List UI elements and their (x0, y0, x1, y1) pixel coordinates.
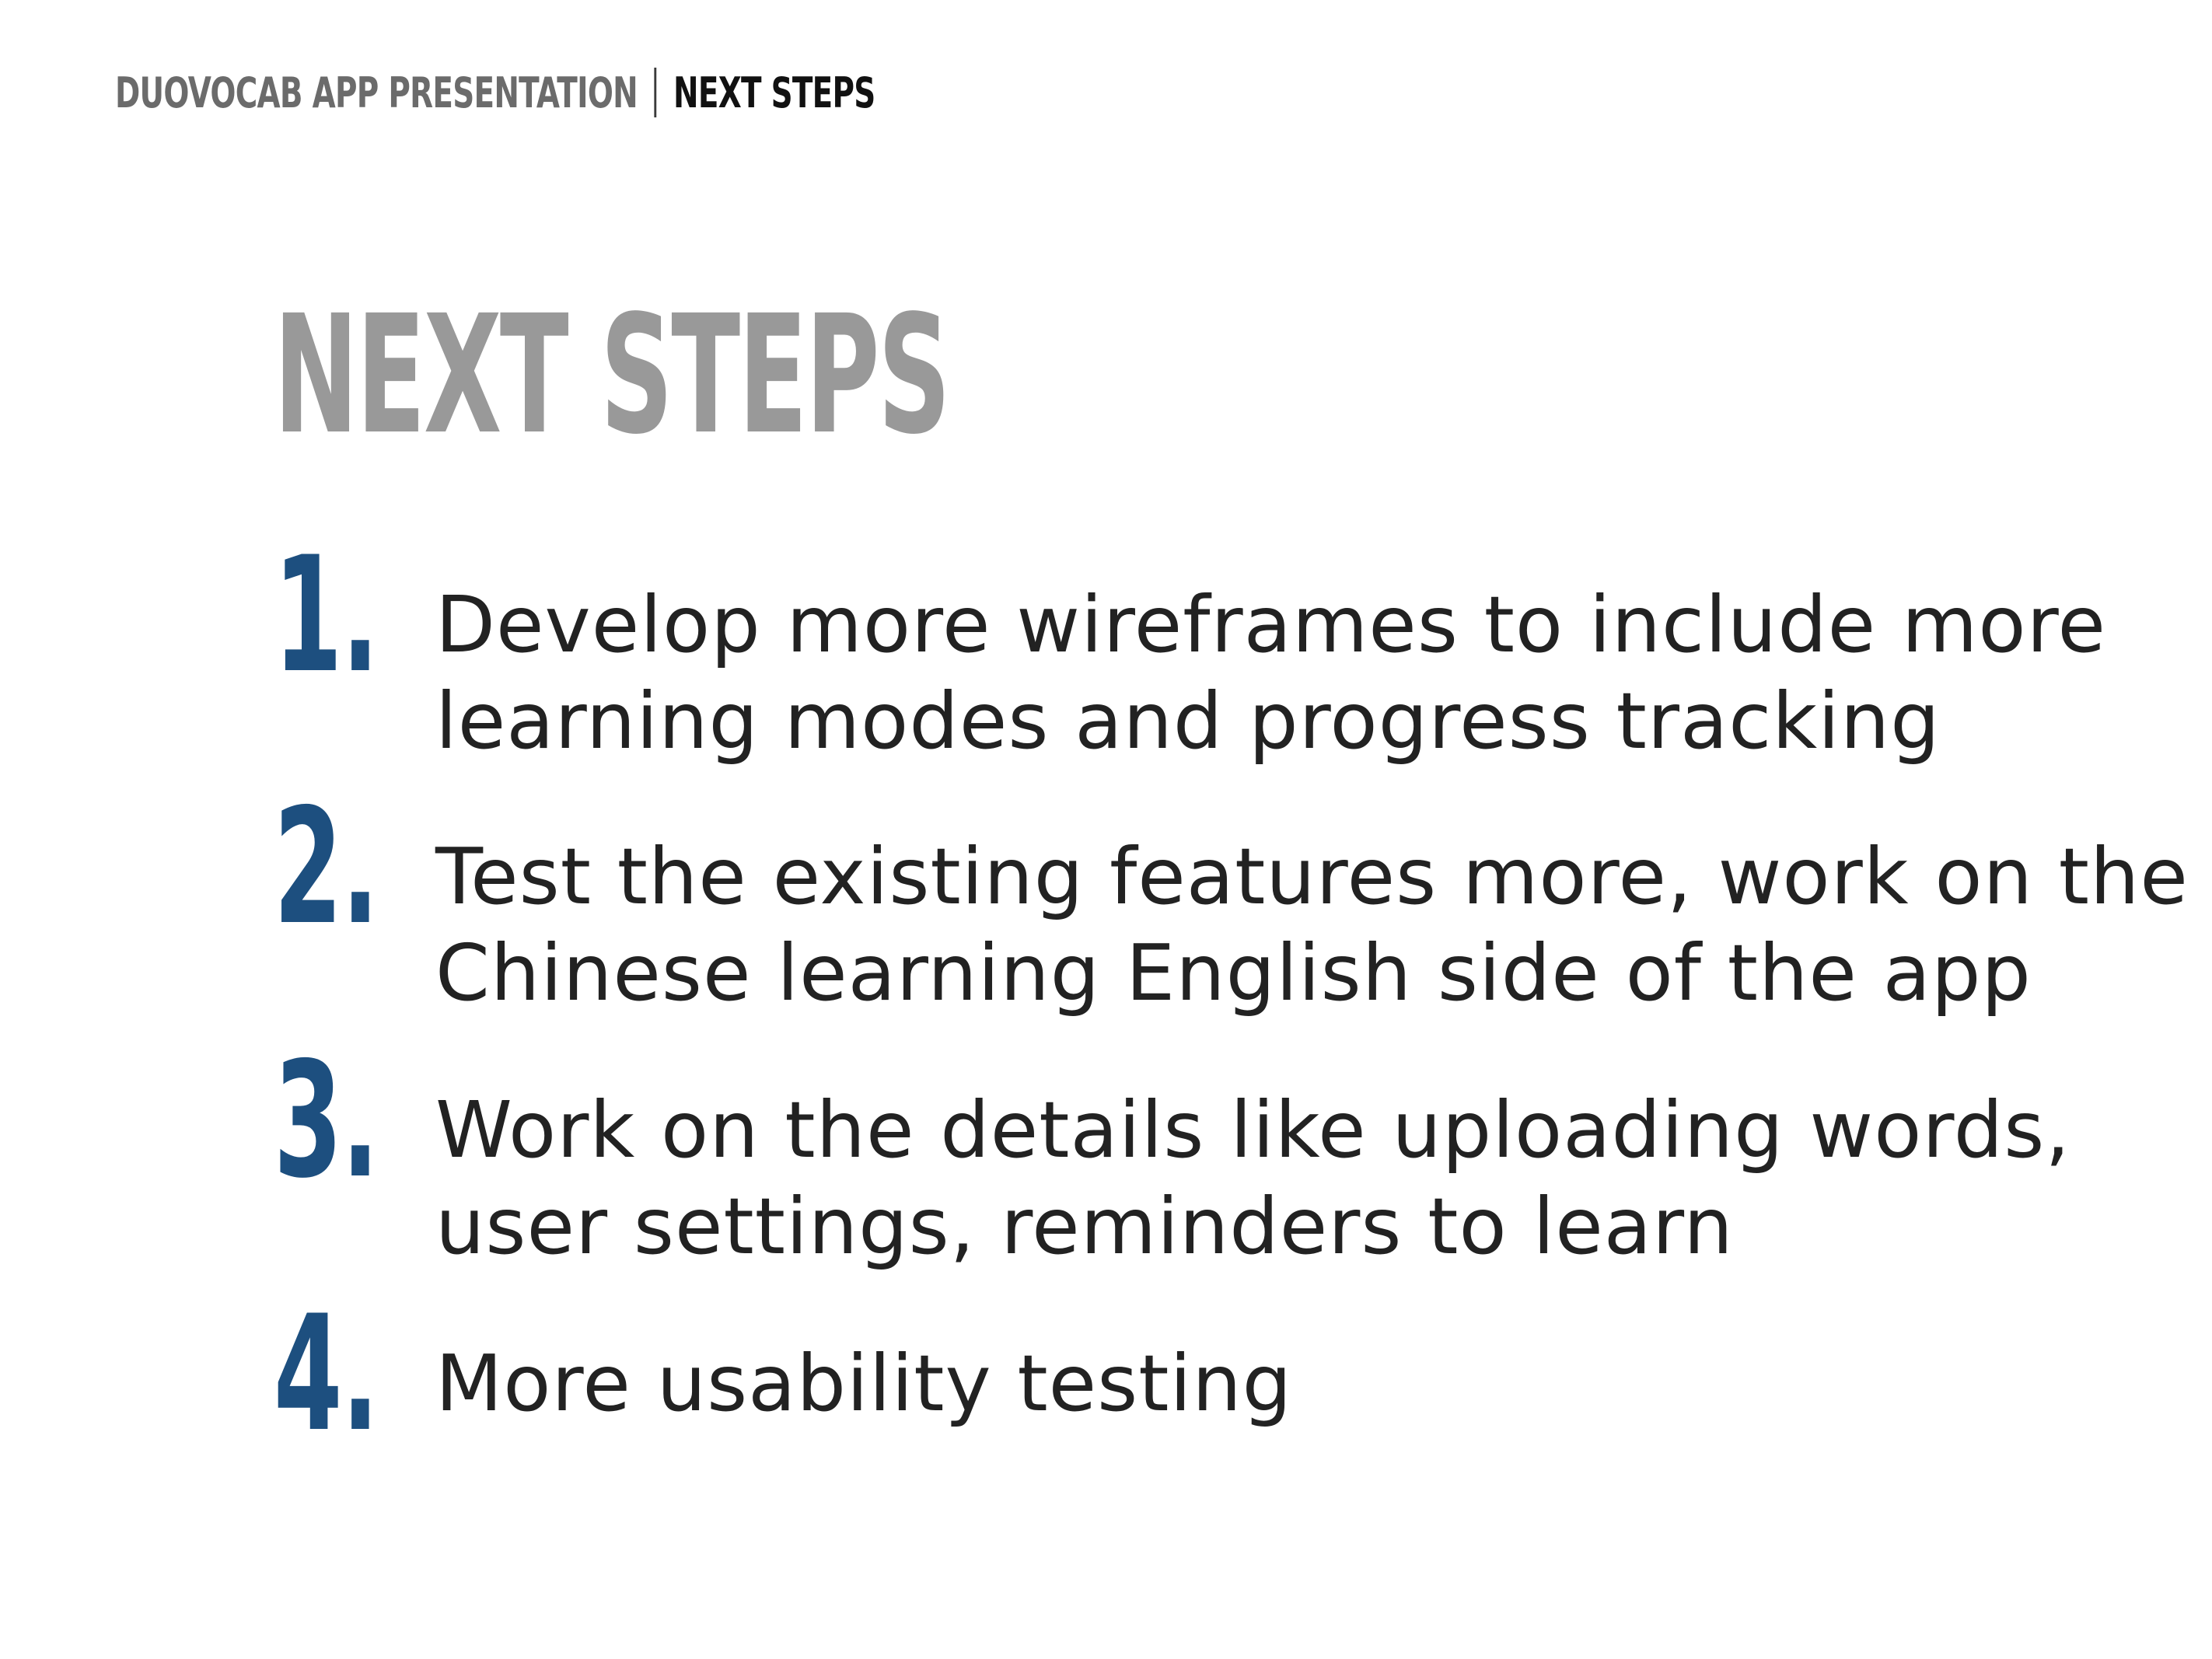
step-text: Work on the details like uploading words… (435, 1082, 2161, 1275)
step-text-line: More usability testing (435, 1336, 2161, 1432)
step-number: 1. (274, 536, 378, 696)
header-divider (655, 68, 657, 117)
step-text-line: Develop more wireframes to include more (435, 577, 2161, 673)
step-item-1: 1. Develop more wireframes to include mo… (274, 536, 2140, 739)
step-text-line: Work on the details like uploading words… (435, 1082, 2161, 1179)
step-item-4: 4. More usability testing (274, 1295, 2140, 1497)
slide-title: NEXT STEPS (274, 294, 949, 457)
step-text-line: Test the existing features more, work on… (435, 829, 2161, 925)
step-number: 4. (274, 1295, 378, 1455)
step-text-line: user settings, reminders to learn (435, 1179, 2161, 1275)
step-text: More usability testing (435, 1336, 2161, 1432)
current-section: NEXT STEPS (673, 68, 875, 117)
step-item-2: 2. Test the existing features more, work… (274, 788, 2140, 990)
step-text-line: learning modes and progress tracking (435, 673, 2161, 770)
step-number: 3. (274, 1042, 378, 1201)
step-text: Develop more wireframes to include more … (435, 577, 2161, 770)
step-text: Test the existing features more, work on… (435, 829, 2161, 1022)
step-number: 2. (274, 788, 378, 948)
slide-header: DUOVOCAB APP PRESENTATION NEXT STEPS (115, 61, 875, 124)
step-text-line: Chinese learning English side of the app (435, 925, 2161, 1022)
step-item-3: 3. Work on the details like uploading wo… (274, 1042, 2140, 1244)
presentation-title: DUOVOCAB APP PRESENTATION (115, 68, 638, 117)
